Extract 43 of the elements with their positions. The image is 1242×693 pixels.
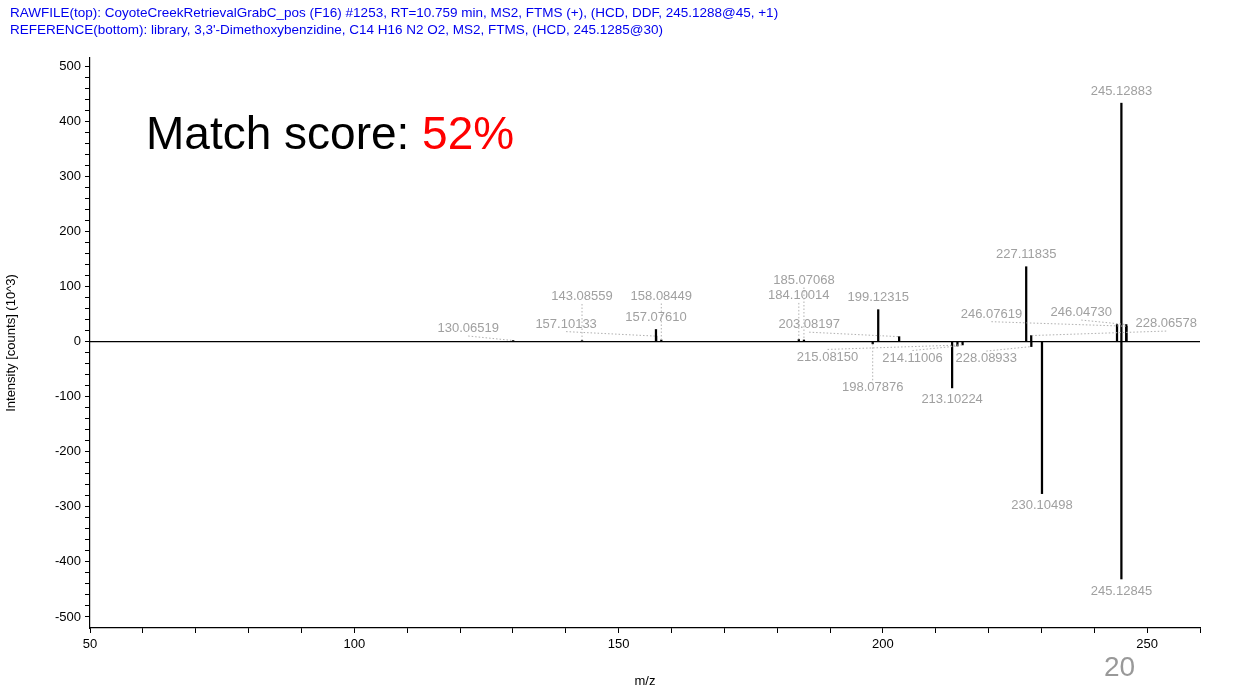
annotation: 246.04730 (1050, 304, 1112, 320)
y-tick-label: 400 (59, 112, 81, 128)
y-axis-title: Intensity [counts] (10^3) (3, 274, 19, 412)
annotation: 215.08150 (796, 348, 859, 364)
annotation: 143.08559 (551, 288, 613, 304)
chart-title: RAWFILE(top): CoyoteCreekRetrievalGrabC_pos (F16) #1253, RT=10.759 min, MS2, FTMS (+), (HCD, DDF, 245.1288@45, +1) (10, 4, 779, 21)
annotation: 158.08449 (630, 287, 693, 303)
x-tick-label: 200 (872, 636, 894, 652)
annotation: 227.11835 (995, 246, 1057, 262)
annotation: 228.06578 (1135, 315, 1197, 331)
annotation: 214.11006 (882, 349, 943, 365)
annotation: 246.07619 (960, 305, 1023, 321)
annotation: 157.10133 (535, 315, 597, 331)
y-tick-label: -500 (54, 608, 81, 624)
y-tick-label: -400 (54, 553, 81, 569)
y-tick-label: -200 (54, 443, 81, 459)
x-tick-label: 150 (607, 636, 630, 652)
chart-subtitle: REFERENCE(bottom): library, 3,3'-Dimethoxybenzidine, C14 H16 N2 O2, MS2, FTMS, (HCD, 245.1285@30) (10, 21, 664, 38)
annotation: 245.12883 (1090, 82, 1153, 98)
annotation: 203.08197 (778, 316, 840, 332)
text: 20 (1104, 651, 1136, 682)
x-tick-label: 250 (1136, 636, 1158, 652)
x-axis-title: m/z (634, 672, 656, 688)
annotation: Match score: 52% (146, 106, 515, 159)
y-tick-label: -300 (54, 498, 81, 514)
x-tick-label: 100 (343, 636, 366, 652)
annotation: 245.12845 (1090, 582, 1153, 598)
y-tick-label: 200 (59, 223, 81, 239)
y-tick-label: 300 (59, 167, 81, 183)
y-tick-label: -100 (54, 388, 81, 404)
annotation: 228.08933 (955, 350, 1018, 366)
y-tick-label: 500 (59, 57, 81, 73)
annotation: 157.07610 (625, 309, 687, 325)
annotation: 199.12315 (847, 289, 909, 305)
x-tick-label: 50 (82, 636, 98, 652)
annotation: 130.06519 (437, 320, 499, 336)
annotation: 230.10498 (1011, 497, 1073, 513)
y-tick-label: 100 (59, 278, 81, 294)
annotation: 185.07068 (773, 271, 835, 287)
y-tick-label: 0 (73, 333, 81, 349)
annotation: 213.10224 (921, 391, 983, 407)
annotation: 184.10014 (768, 287, 830, 302)
annotation: 198.07876 (841, 379, 904, 395)
